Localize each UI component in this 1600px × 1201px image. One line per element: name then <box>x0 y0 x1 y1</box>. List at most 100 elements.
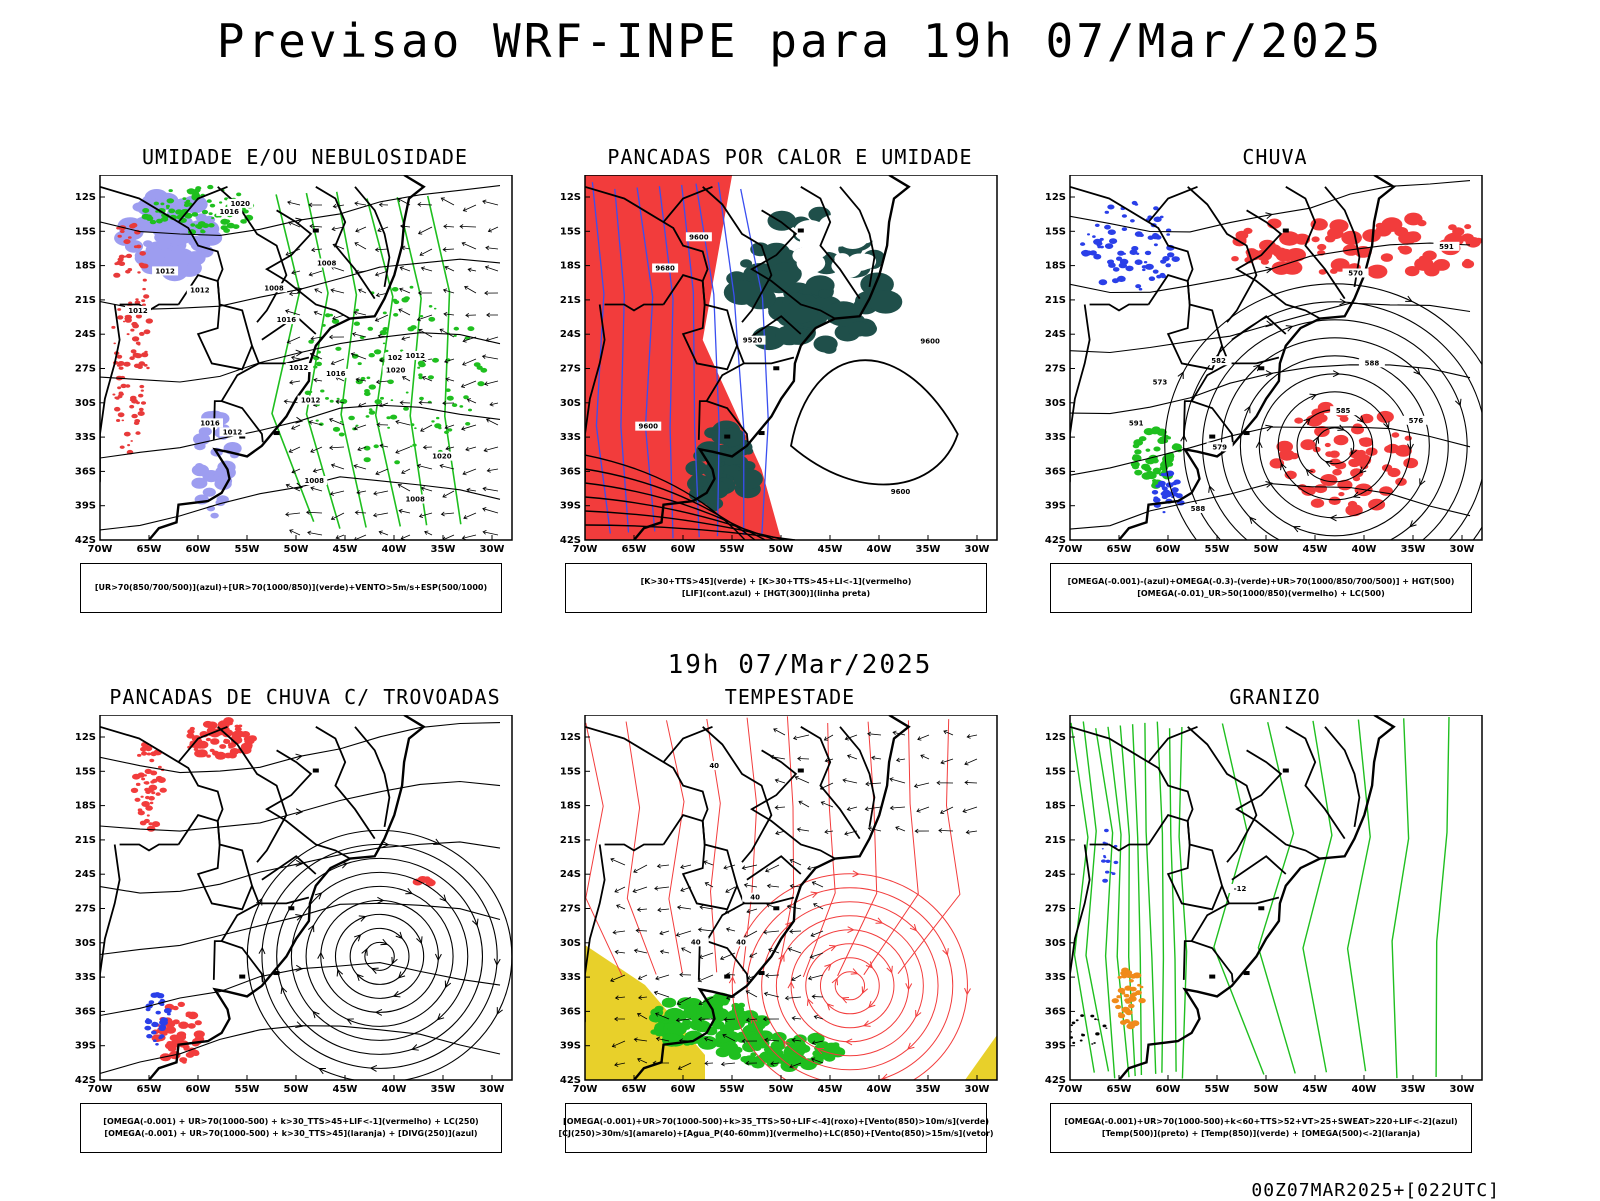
state-border <box>800 186 861 300</box>
wind850-area <box>753 1015 771 1027</box>
lake-mark <box>273 431 280 436</box>
contour-label-bg <box>402 494 429 504</box>
lat-tick-label: 42S <box>75 535 96 546</box>
state-border <box>604 843 664 852</box>
wind-vector <box>335 534 345 540</box>
lat-tick-label: 39S <box>560 1041 581 1052</box>
contour-label: 588 <box>1365 359 1380 367</box>
humidity-low <box>224 219 231 224</box>
wind-vector <box>485 245 499 251</box>
wind-vector <box>482 530 499 536</box>
contour-label: 1012 <box>289 364 309 372</box>
flow-arrow <box>295 217 304 225</box>
wind-vector <box>460 380 477 388</box>
wind-vector <box>291 468 301 474</box>
humidity-low <box>459 405 464 408</box>
wind-vector <box>309 223 323 229</box>
map-tempestade: 40 40 40 40 12S 15S 18S 21S 24S 27S 30S 33S 36S 39S 42… <box>560 715 998 1095</box>
contour-label-bg <box>1330 406 1357 416</box>
divergence-area <box>145 1007 151 1012</box>
rain-strong <box>1166 461 1174 467</box>
legend-line: [Temp(500)](preto) + [Temp(850)](verde) … <box>1101 1129 1421 1138</box>
lat-tick-label: 27S <box>1045 904 1066 915</box>
instability-area <box>818 289 832 299</box>
lat-tick-label: 27S <box>560 904 581 915</box>
humidity-low <box>329 399 334 403</box>
humidity-high <box>202 487 216 497</box>
wind-vector <box>962 806 978 813</box>
humidity-low <box>331 318 340 324</box>
thickness-contour <box>135 431 141 435</box>
wind-vector <box>675 1017 692 1023</box>
divergence-area <box>153 992 161 998</box>
rain-area <box>1348 458 1361 468</box>
wind-vector <box>704 882 714 888</box>
flow-arrow <box>844 1038 853 1046</box>
humidity-low <box>161 216 169 222</box>
wind-vector <box>378 530 389 536</box>
thickness-contour <box>123 431 131 437</box>
wind-vector <box>465 446 477 452</box>
omega500-area <box>1118 1013 1126 1019</box>
water-contour <box>585 722 623 976</box>
thunderstorm-area <box>194 749 206 758</box>
state-border <box>354 186 391 288</box>
rain-area <box>1403 457 1419 469</box>
contour-label: 1012 <box>223 428 243 436</box>
contour-label: 40 <box>691 938 701 946</box>
hgt500-contour <box>1258 373 1412 519</box>
lon-tick-label: 40W <box>382 544 407 555</box>
contour-label-bg <box>1205 356 1232 366</box>
rain-omega <box>1166 233 1171 236</box>
contour-label-bg <box>152 266 179 276</box>
state-border <box>261 855 317 881</box>
rain-area <box>1448 234 1456 240</box>
thickness-contour <box>129 356 135 361</box>
humidity-low <box>477 381 485 387</box>
humidity-low <box>418 376 423 380</box>
lon-tick-label: 70W <box>1058 544 1083 555</box>
wind-vector <box>372 512 389 518</box>
lat-tick-label: 39S <box>1045 1041 1066 1052</box>
state-border <box>1070 304 1091 485</box>
lon-tick-label: 30W <box>965 1084 990 1095</box>
thunderstorm-area <box>137 753 142 757</box>
wind-vector <box>308 270 323 277</box>
wind850-area <box>661 997 677 1008</box>
rain-area <box>1367 264 1388 279</box>
rain-omega <box>1097 241 1103 246</box>
rain-area <box>1276 440 1293 453</box>
wind-vector <box>310 486 323 492</box>
wind-vector <box>485 418 499 426</box>
contour-label-bg <box>285 363 312 373</box>
thickness-contour <box>140 389 144 392</box>
humidity-low <box>463 395 469 400</box>
flow-arrow <box>964 987 971 996</box>
flow-arrow <box>346 1018 354 1025</box>
contour-label-bg <box>917 336 944 346</box>
lat-tick-label: 21S <box>1045 295 1066 306</box>
flow-arrow <box>1352 491 1361 498</box>
humidity-low <box>223 228 231 233</box>
contour-label: 1016 <box>200 419 220 427</box>
humidity-low <box>201 209 209 215</box>
wind-vector <box>871 755 882 761</box>
lake-mark <box>239 974 246 979</box>
thunderstorm-area <box>158 765 162 769</box>
lake-mark <box>1243 971 1250 976</box>
rain-area <box>1465 237 1481 248</box>
omega500-area <box>1137 983 1141 987</box>
rain-omega <box>1098 279 1108 286</box>
wind-vector <box>378 202 389 208</box>
lon-tick-label: 60W <box>186 1084 211 1095</box>
wind-vector <box>655 974 670 981</box>
humidity-low <box>195 186 202 191</box>
rain-area <box>1333 434 1349 446</box>
streamline-250 <box>100 1025 501 1075</box>
wind-vector <box>746 908 758 914</box>
flow-arrow <box>397 971 406 979</box>
wind-vector <box>417 290 433 296</box>
hail-area <box>1113 860 1119 865</box>
rain-area <box>1271 261 1291 275</box>
lat-tick-label: 18S <box>75 801 96 812</box>
